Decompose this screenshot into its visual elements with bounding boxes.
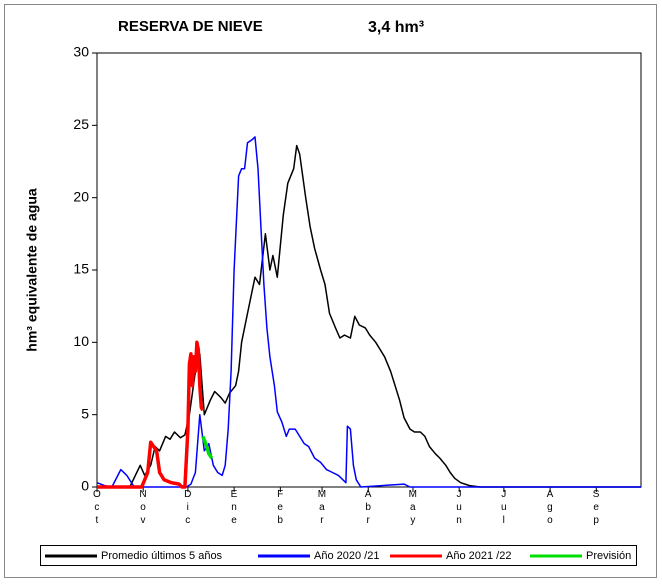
- chart-title: RESERVA DE NIEVE: [118, 18, 263, 35]
- x-tick-label: Sep: [591, 489, 602, 528]
- series-line: [96, 136, 641, 488]
- legend-label: Promedio últimos 5 años: [101, 550, 223, 562]
- legend-box: [40, 545, 637, 566]
- x-tick-label: Mar: [316, 489, 327, 528]
- x-tick-label: Jul: [498, 489, 509, 528]
- legend-label: Previsión: [586, 550, 631, 562]
- legend-label: Año 2021 /22: [446, 550, 511, 562]
- series-line: [201, 435, 214, 460]
- x-tick-label: Ago: [544, 489, 555, 528]
- x-tick-label: Dic: [182, 489, 193, 528]
- plot-frame: [96, 52, 642, 488]
- x-tick-label: Feb: [275, 489, 286, 528]
- x-tick-label: May: [407, 489, 418, 528]
- series-line: [97, 340, 205, 489]
- series-line: [97, 144, 641, 488]
- x-tick-label: Oct: [91, 489, 102, 528]
- legend-label: Año 2020 /21: [314, 550, 379, 562]
- y-tick-label: 20: [73, 188, 89, 204]
- x-tick-label: Abr: [363, 489, 374, 528]
- x-tick-label: Ene: [228, 489, 239, 528]
- y-tick-label: 0: [81, 478, 89, 494]
- y-tick-label: 10: [73, 333, 89, 349]
- chart-subtitle: 3,4 hm³: [368, 19, 424, 36]
- y-tick-label: 5: [81, 405, 89, 421]
- x-tick-label: Jun: [454, 489, 465, 528]
- y-tick-label: 30: [73, 44, 89, 60]
- x-tick-label: Nov: [138, 489, 149, 528]
- y-axis-label: hm³ equivalente de agua: [24, 188, 40, 352]
- page-border: [4, 4, 657, 578]
- y-tick-label: 25: [73, 116, 89, 132]
- y-tick-label: 15: [73, 261, 89, 277]
